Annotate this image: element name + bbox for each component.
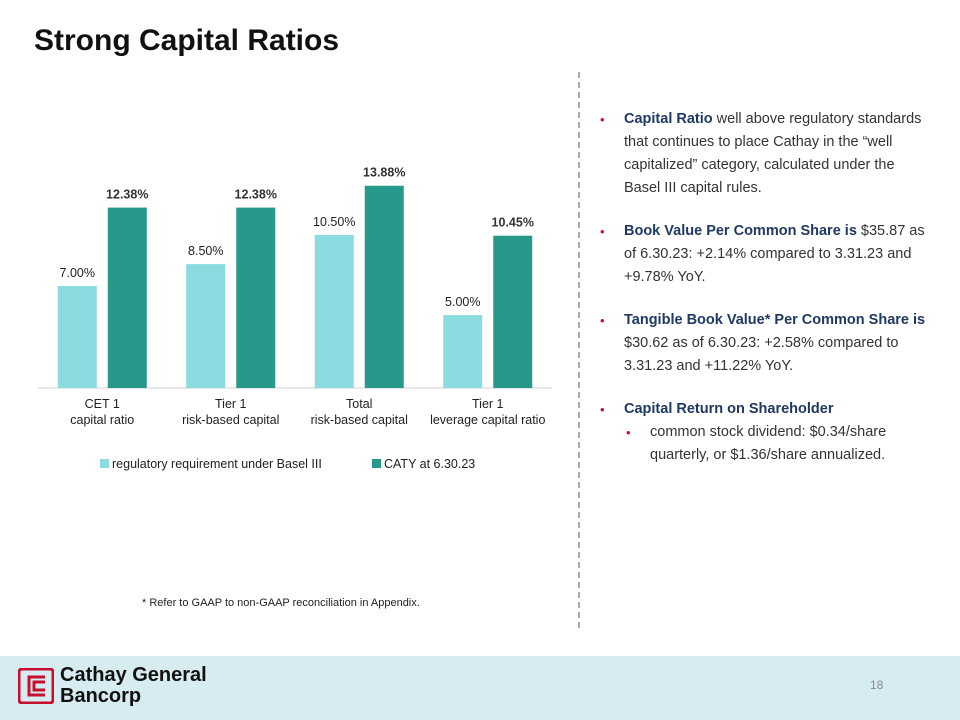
category-label-0-line1: CET 1 [85,397,120,411]
bar-caty-1 [236,207,276,388]
category-label-3-line1: Tier 1 [472,397,504,411]
bar-regulatory-3 [443,315,483,388]
bullet-marker: • [600,313,605,328]
category-label-1-line2: risk-based capital [182,413,279,427]
data-label-caty-1: 12.38% [235,188,277,202]
bar-regulatory-0 [57,286,97,388]
bullet-marker: • [600,224,605,239]
page-title: Strong Capital Ratios [34,24,340,57]
legend-label-1: CATY at 6.30.23 [384,457,475,471]
bar-caty-3 [493,235,533,388]
bullet-text: $35.87 as of 6.30.23: +2.14% compared to… [624,223,925,285]
logo-line-2: Bancorp [60,685,142,707]
category-label-2-line1: Total [346,397,372,411]
legend-label-0: regulatory requirement under Basel III [112,457,322,471]
bullet-book-value: • Book Value Per Common Share is $35.87 … [598,220,928,289]
section-divider [578,72,580,628]
bullet-heading: Capital Ratio [624,111,713,127]
category-label-2-line2: risk-based capital [311,413,408,427]
capital-ratios-chart: 7.00% 12.38% CET 1 capital ratio 8.50% 12.38%… [38,166,552,471]
data-label-regulatory-0: 7.00% [60,266,95,280]
page-number: 18 [870,678,884,692]
sub-bullet-dividend: • common stock dividend: $0.34/share qua… [624,421,928,467]
sub-bullet-marker: • [626,425,631,440]
bar-caty-0 [107,207,147,388]
logo-line-1: Cathay General [60,664,207,686]
data-label-regulatory-3: 5.00% [445,295,480,309]
bullet-heading: Book Value Per Common Share is [624,223,857,239]
category-label-0-line2: capital ratio [70,413,134,427]
company-logo-text: Cathay General Bancorp [60,665,207,707]
category-label-1-line1: Tier 1 [215,397,247,411]
data-label-regulatory-1: 8.50% [188,244,223,258]
bar-caty-2 [364,185,404,388]
footer-bar: Cathay General Bancorp 18 [0,656,960,720]
category-label-3-line2: leverage capital ratio [430,413,545,427]
bullet-list: • Capital Ratio well above regulatory st… [598,108,928,487]
bullet-heading: Tangible Book Value* Per Common Share is [624,312,926,328]
bar-regulatory-2 [314,235,354,388]
footnote: * Refer to GAAP to non-GAAP reconciliati… [142,597,420,609]
data-label-caty-3: 10.45% [492,216,534,230]
cathay-logo-icon [18,668,54,704]
bullet-marker: • [600,112,605,127]
bullet-text: well above regulatory standards that con… [624,111,922,196]
bullet-heading: Capital Return on Shareholder [624,401,834,417]
legend-swatch-1 [372,459,381,468]
data-label-caty-2: 13.88% [363,166,405,180]
bullet-tangible-book-value: • Tangible Book Value* Per Common Share … [598,309,928,378]
data-label-caty-0: 12.38% [106,188,148,202]
bullet-capital-ratio: • Capital Ratio well above regulatory st… [598,108,928,200]
legend-swatch-0 [100,459,109,468]
bullet-marker: • [600,402,605,417]
data-label-regulatory-2: 10.50% [313,215,355,229]
bullet-text: $30.62 as of 6.30.23: +2.58% compared to… [624,335,899,374]
sub-bullet-text: common stock dividend: $0.34/share quart… [650,424,887,463]
bar-regulatory-1 [186,264,226,388]
bullet-capital-return: • Capital Return on Shareholder • common… [598,398,928,467]
